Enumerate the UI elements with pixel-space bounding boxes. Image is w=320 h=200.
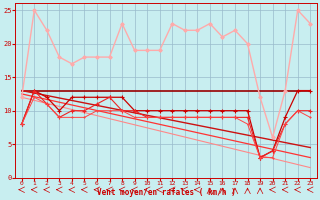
X-axis label: Vent moyen/en rafales ( km/h ): Vent moyen/en rafales ( km/h )	[97, 188, 236, 197]
